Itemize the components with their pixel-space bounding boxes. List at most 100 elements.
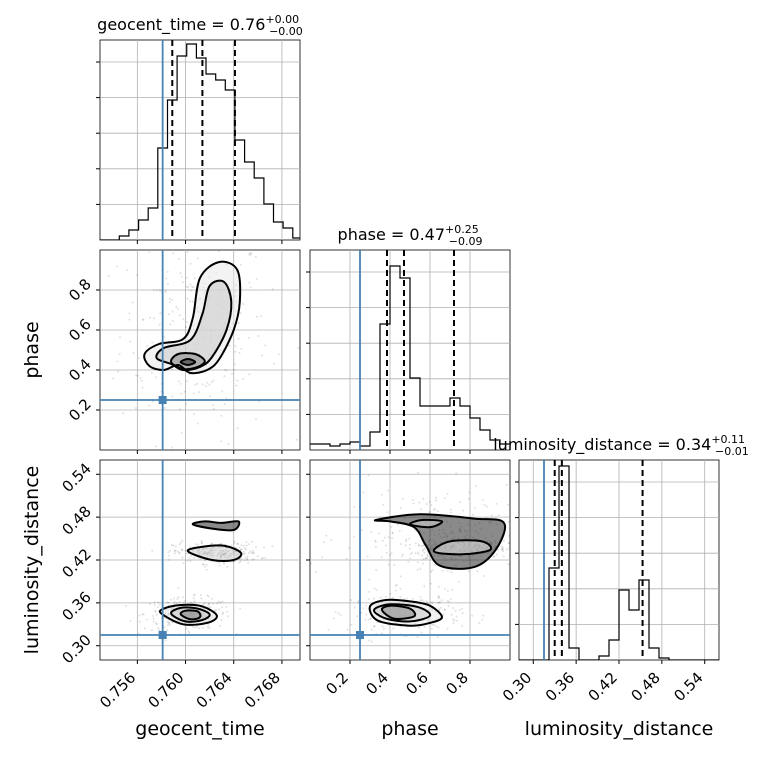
sample-point bbox=[441, 599, 443, 602]
sample-point bbox=[167, 551, 170, 554]
sample-point bbox=[414, 552, 417, 555]
sample-point bbox=[175, 602, 178, 605]
sample-point bbox=[451, 588, 454, 591]
sample-point bbox=[424, 557, 427, 560]
sample-point bbox=[474, 484, 477, 487]
panel-phase-geocent_time-content bbox=[100, 240, 300, 450]
sample-point bbox=[508, 534, 510, 537]
sample-point bbox=[221, 606, 223, 609]
sample-point bbox=[505, 483, 508, 486]
sample-point bbox=[512, 549, 514, 551]
sample-point bbox=[189, 283, 192, 286]
sample-point bbox=[416, 551, 419, 554]
sample-point bbox=[353, 535, 356, 538]
sample-point bbox=[502, 555, 505, 558]
sample-point bbox=[128, 318, 131, 321]
sample-point bbox=[174, 545, 177, 548]
sample-point bbox=[506, 503, 509, 506]
sample-point bbox=[198, 627, 201, 630]
sample-point bbox=[263, 546, 265, 549]
sample-point bbox=[394, 584, 397, 587]
sample-point bbox=[432, 623, 435, 626]
sample-point bbox=[248, 543, 251, 546]
sample-point bbox=[252, 552, 255, 555]
sample-point bbox=[180, 432, 183, 434]
sample-point bbox=[259, 315, 262, 318]
ytick-label-phase: 0.6 bbox=[65, 315, 95, 345]
sample-point bbox=[186, 297, 189, 300]
sample-point bbox=[261, 556, 264, 559]
sample-point bbox=[176, 550, 179, 553]
sample-point bbox=[507, 521, 510, 524]
sample-point bbox=[430, 627, 433, 630]
contour-line-phase-luminosity_distance bbox=[373, 603, 432, 623]
sample-point bbox=[177, 240, 179, 242]
sample-point bbox=[430, 601, 433, 604]
sample-point bbox=[362, 491, 365, 494]
ytick-label-luminosity_distance: 0.36 bbox=[58, 588, 94, 624]
sample-point bbox=[195, 543, 197, 546]
sample-point bbox=[180, 382, 182, 385]
sample-point bbox=[180, 548, 183, 551]
sample-point bbox=[238, 561, 241, 564]
sample-point bbox=[420, 631, 423, 634]
density-fill-phase-luminosity_distance bbox=[374, 514, 506, 569]
sample-point bbox=[302, 610, 304, 612]
sample-point bbox=[212, 404, 215, 407]
sample-point bbox=[182, 601, 185, 604]
sample-point bbox=[255, 315, 258, 318]
sample-point bbox=[197, 543, 200, 546]
sample-point bbox=[458, 609, 461, 611]
contour-line-phase-luminosity_distance bbox=[380, 604, 417, 620]
sample-point bbox=[142, 318, 145, 321]
contour-line-geocent_time-luminosity_distance bbox=[186, 544, 243, 562]
sample-point bbox=[181, 548, 184, 551]
sample-point bbox=[199, 557, 202, 560]
sample-point bbox=[143, 627, 146, 630]
sample-point bbox=[189, 262, 192, 265]
sample-point bbox=[507, 541, 510, 544]
panel-phase-phase-content bbox=[310, 250, 510, 450]
sample-point bbox=[166, 620, 169, 623]
sample-point bbox=[362, 607, 365, 610]
sample-point bbox=[222, 611, 225, 614]
sample-point bbox=[206, 381, 209, 384]
sample-point bbox=[236, 427, 239, 430]
sample-point bbox=[186, 321, 189, 324]
sample-point bbox=[411, 499, 414, 501]
sample-point bbox=[436, 636, 439, 639]
sample-point bbox=[168, 622, 171, 625]
sample-point bbox=[408, 547, 411, 550]
sample-point bbox=[245, 544, 248, 547]
sample-point bbox=[244, 556, 247, 559]
sample-point bbox=[164, 291, 167, 294]
sample-point bbox=[240, 347, 243, 350]
sample-point bbox=[379, 596, 382, 599]
sample-point bbox=[225, 369, 228, 372]
sample-point bbox=[211, 597, 214, 600]
sample-point bbox=[125, 604, 128, 607]
xaxis-label-phase: phase bbox=[381, 718, 438, 740]
sample-point bbox=[208, 383, 211, 386]
sample-point bbox=[369, 617, 372, 620]
sample-point bbox=[215, 602, 218, 605]
sample-point bbox=[273, 362, 275, 365]
sample-point bbox=[412, 502, 415, 505]
sample-point bbox=[167, 621, 170, 624]
title-main: geocent_time = 0.76 bbox=[97, 15, 265, 35]
contour-line-geocent_time-luminosity_distance bbox=[191, 520, 241, 532]
sample-point bbox=[155, 376, 158, 379]
sample-point bbox=[443, 609, 446, 612]
sample-point bbox=[148, 251, 151, 254]
sample-point bbox=[167, 554, 170, 557]
sample-point bbox=[178, 601, 181, 604]
truth-marker-geocent_time-luminosity_distance bbox=[158, 631, 167, 639]
sample-point bbox=[434, 507, 437, 510]
sample-point bbox=[237, 337, 240, 340]
sample-point bbox=[136, 374, 139, 377]
sample-point bbox=[297, 347, 300, 350]
sample-point bbox=[153, 317, 156, 320]
sample-point bbox=[271, 288, 274, 291]
sample-point bbox=[172, 252, 175, 255]
sample-point bbox=[178, 408, 181, 411]
